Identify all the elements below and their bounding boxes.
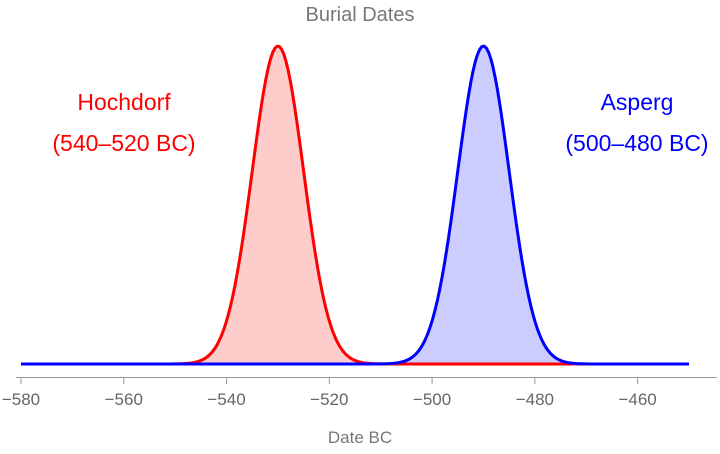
x-tick-label: −520 [310,390,348,409]
hochdorf-range-label: (540–520 BC) [52,130,195,156]
asperg-name-label: Asperg [601,89,674,115]
asperg-area [21,46,689,365]
x-tick-label: −500 [413,390,451,409]
density-curves [21,44,689,366]
x-tick-label: −480 [516,390,554,409]
x-tick-label: −540 [207,390,245,409]
asperg-range-label: (500–480 BC) [565,130,708,156]
hochdorf-name-label: Hochdorf [77,89,171,115]
x-axis-ticks: −580 −560 −540 −520 −500 −480 −460 [2,377,657,409]
x-tick-label: −580 [2,390,40,409]
x-tick-label: −560 [105,390,143,409]
x-tick-label: −460 [618,390,656,409]
chart-title: Burial Dates [306,4,415,26]
asperg-line [21,44,689,366]
x-axis-label: Date BC [328,428,392,447]
